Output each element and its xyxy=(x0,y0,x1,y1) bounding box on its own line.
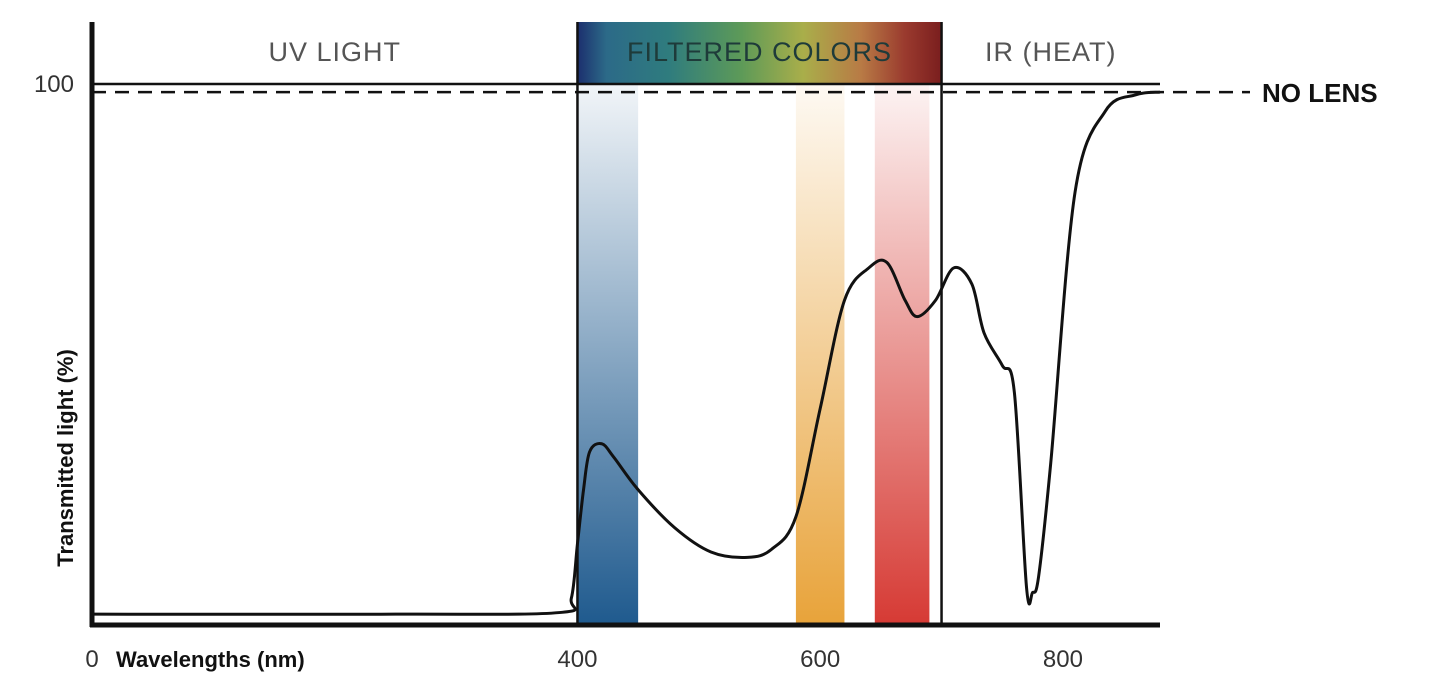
highlight-band xyxy=(577,84,639,625)
x-axis-title: Wavelengths (nm) xyxy=(116,647,305,672)
highlight-band xyxy=(795,84,845,625)
y-axis-title: Transmitted light (%) xyxy=(53,349,78,567)
region-label: FILTERED COLORS xyxy=(627,37,892,67)
x-tick-label: 600 xyxy=(800,646,840,673)
tick-labels: NO LENS 0 400 600 800 100 Wavelengths (nm) Tran… xyxy=(34,71,1378,673)
x-tick-label: 0 xyxy=(85,646,98,673)
no-lens-label: NO LENS xyxy=(1262,78,1378,108)
reference-lines xyxy=(92,82,1250,94)
region-headers: UV LIGHT FILTERED COLORS IR (HEAT) xyxy=(268,22,1116,84)
y-tick-label: 100 xyxy=(34,71,74,98)
x-tick-label: 800 xyxy=(1043,646,1083,673)
region-label: UV LIGHT xyxy=(268,37,401,67)
region-label: IR (HEAT) xyxy=(985,37,1117,67)
highlight-band xyxy=(874,84,930,625)
spectrum-header-bar xyxy=(577,22,942,84)
series-layer xyxy=(91,90,1161,616)
highlight-bands xyxy=(577,84,930,625)
transmission-curve xyxy=(91,90,1161,616)
x-tick-label: 400 xyxy=(557,646,597,673)
axes xyxy=(89,22,1160,628)
